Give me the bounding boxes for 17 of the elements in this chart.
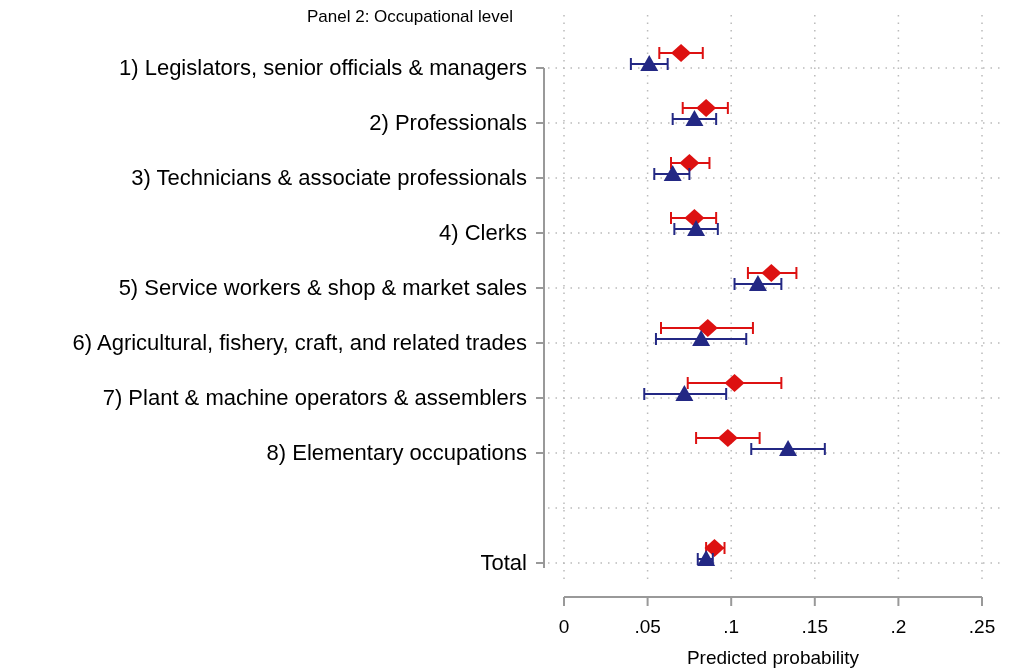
x-tick-label: .25 — [968, 616, 996, 637]
x-tick-label: .1 — [723, 616, 740, 637]
x-tick-label: .15 — [801, 616, 829, 637]
x-tick-label: .2 — [890, 616, 907, 637]
y-tick-label: 8) Elementary occupations — [266, 440, 527, 465]
x-tick-label: 0 — [558, 616, 570, 637]
x-tick-label: .05 — [634, 616, 661, 637]
y-tick-label: 5) Service workers & shop & market sales — [118, 275, 527, 300]
y-tick-label: 4) Clerks — [438, 220, 527, 245]
y-tick-label: 7) Plant & machine operators & assemblers — [102, 385, 527, 410]
y-tick-label: Total — [480, 550, 527, 575]
y-tick-label: 2) Professionals — [369, 110, 527, 135]
y-tick-label: 3) Technicians & associate professionals — [131, 165, 527, 190]
y-tick-label: 6) Agricultural, fishery, craft, and related trades — [72, 330, 527, 355]
y-tick-label: 1) Legislators, senior officials & managers — [118, 55, 527, 80]
x-axis-title: Predicted probability — [686, 647, 860, 668]
text: Panel 2: Occupational level — [306, 7, 514, 26]
